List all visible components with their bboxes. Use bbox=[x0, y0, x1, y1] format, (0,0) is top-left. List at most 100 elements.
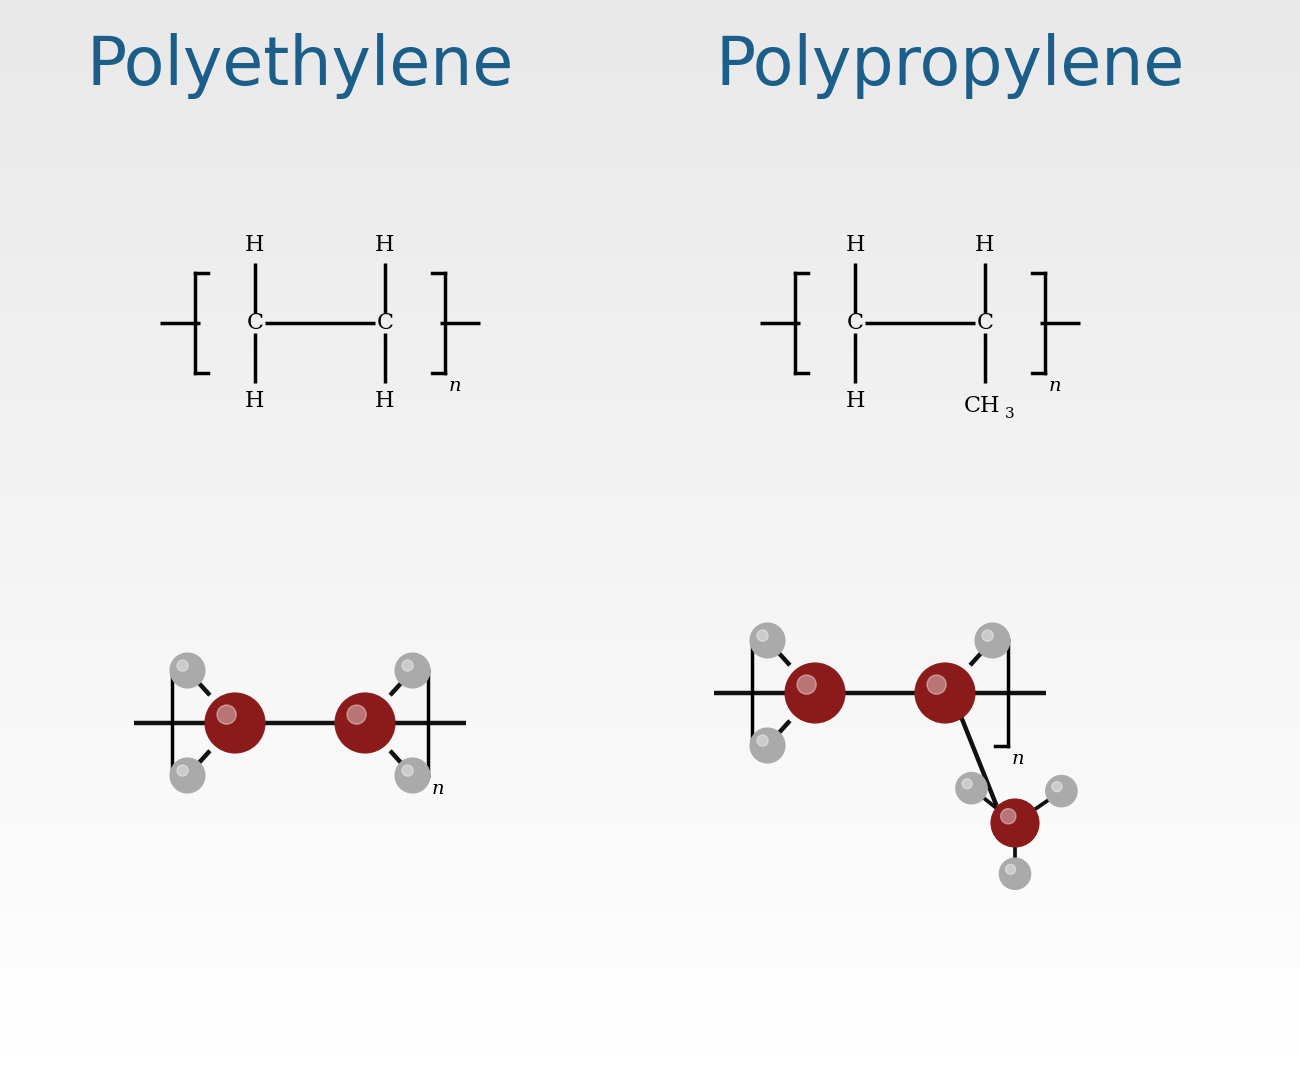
Bar bbox=[0, 759, 1300, 765]
Bar bbox=[0, 877, 1300, 884]
Bar bbox=[0, 705, 1300, 711]
Bar bbox=[0, 204, 1300, 210]
Bar bbox=[0, 134, 1300, 140]
Bar bbox=[0, 328, 1300, 334]
Bar bbox=[0, 813, 1300, 819]
Bar bbox=[0, 657, 1300, 663]
Bar bbox=[0, 382, 1300, 388]
Bar bbox=[0, 53, 1300, 59]
Bar bbox=[0, 128, 1300, 135]
Bar bbox=[0, 797, 1300, 803]
Bar bbox=[0, 791, 1300, 798]
Bar bbox=[0, 26, 1300, 32]
Bar bbox=[0, 198, 1300, 205]
Bar bbox=[0, 365, 1300, 372]
Text: C: C bbox=[377, 312, 394, 334]
Bar bbox=[0, 716, 1300, 722]
Bar bbox=[0, 1055, 1300, 1062]
Bar bbox=[0, 107, 1300, 113]
Bar bbox=[0, 1039, 1300, 1046]
Circle shape bbox=[757, 735, 768, 746]
Bar bbox=[0, 780, 1300, 787]
Bar bbox=[0, 527, 1300, 534]
Bar bbox=[0, 807, 1300, 814]
Bar bbox=[0, 220, 1300, 226]
Bar bbox=[0, 630, 1300, 636]
Bar bbox=[0, 748, 1300, 755]
Bar bbox=[0, 985, 1300, 992]
Bar bbox=[0, 247, 1300, 253]
Bar bbox=[0, 1034, 1300, 1040]
Circle shape bbox=[927, 675, 946, 694]
Bar bbox=[0, 867, 1300, 873]
Bar bbox=[0, 279, 1300, 286]
Bar bbox=[0, 592, 1300, 598]
Bar bbox=[0, 155, 1300, 162]
Bar bbox=[0, 462, 1300, 469]
Text: H: H bbox=[845, 234, 864, 255]
Text: Polypropylene: Polypropylene bbox=[715, 33, 1184, 99]
Bar bbox=[0, 333, 1300, 340]
Bar bbox=[0, 958, 1300, 965]
Bar bbox=[0, 538, 1300, 544]
Bar bbox=[0, 489, 1300, 496]
Bar bbox=[0, 694, 1300, 701]
Bar bbox=[0, 193, 1300, 199]
Bar bbox=[0, 144, 1300, 151]
Bar bbox=[0, 409, 1300, 415]
Bar bbox=[0, 683, 1300, 690]
Bar bbox=[0, 597, 1300, 604]
Bar bbox=[0, 225, 1300, 232]
Circle shape bbox=[177, 765, 188, 776]
Bar bbox=[0, 775, 1300, 782]
Bar bbox=[0, 640, 1300, 647]
Bar bbox=[0, 516, 1300, 523]
Bar bbox=[0, 533, 1300, 539]
Bar bbox=[0, 306, 1300, 313]
Bar bbox=[0, 710, 1300, 717]
Bar bbox=[0, 425, 1300, 431]
Bar bbox=[0, 317, 1300, 323]
Bar bbox=[0, 301, 1300, 307]
Bar bbox=[0, 624, 1300, 631]
Bar bbox=[0, 139, 1300, 146]
Bar bbox=[0, 619, 1300, 625]
Bar bbox=[0, 419, 1300, 426]
Bar bbox=[0, 452, 1300, 458]
Bar bbox=[0, 403, 1300, 410]
Bar bbox=[0, 964, 1300, 970]
Bar bbox=[0, 231, 1300, 237]
Circle shape bbox=[982, 630, 993, 641]
Bar bbox=[0, 500, 1300, 507]
Bar bbox=[0, 392, 1300, 399]
Bar bbox=[0, 980, 1300, 986]
Bar bbox=[0, 1061, 1300, 1067]
Bar bbox=[0, 678, 1300, 685]
Bar bbox=[0, 182, 1300, 189]
Bar bbox=[0, 915, 1300, 922]
Bar bbox=[0, 285, 1300, 291]
Bar bbox=[0, 31, 1300, 38]
Bar bbox=[0, 635, 1300, 641]
Text: n: n bbox=[432, 780, 445, 798]
Text: C: C bbox=[976, 312, 993, 334]
Bar bbox=[0, 613, 1300, 620]
Circle shape bbox=[1045, 775, 1078, 806]
Bar bbox=[0, 322, 1300, 329]
Bar bbox=[0, 770, 1300, 776]
Circle shape bbox=[402, 765, 413, 776]
Bar bbox=[0, 101, 1300, 108]
Bar bbox=[0, 1007, 1300, 1013]
Bar bbox=[0, 1023, 1300, 1029]
Bar bbox=[0, 764, 1300, 771]
Circle shape bbox=[962, 778, 972, 789]
Circle shape bbox=[217, 705, 237, 724]
Bar bbox=[0, 829, 1300, 835]
Bar bbox=[0, 608, 1300, 614]
Bar bbox=[0, 69, 1300, 75]
Text: H: H bbox=[376, 234, 395, 255]
Text: H: H bbox=[376, 390, 395, 412]
Bar bbox=[0, 1012, 1300, 1019]
Bar bbox=[0, 436, 1300, 442]
Bar bbox=[0, 236, 1300, 243]
